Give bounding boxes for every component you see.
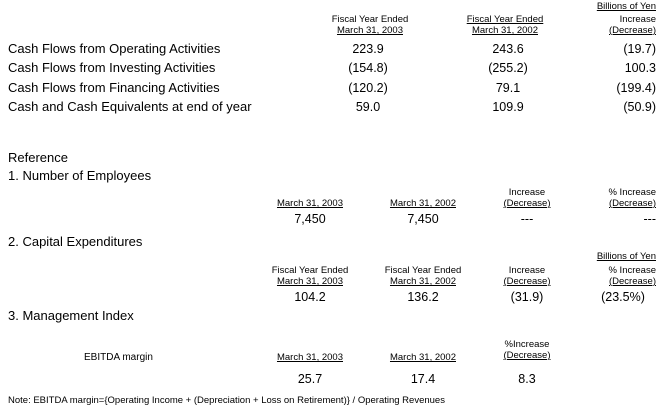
cf-header-change: Increase (Decrease) <box>609 14 656 36</box>
cf-row-value: 223.9 <box>352 42 384 56</box>
capex-header-change: Increase (Decrease) <box>503 265 551 287</box>
capex-header-fy2003: Fiscal Year Ended March 31, 2003 <box>271 265 349 287</box>
capex-value: (23.5%) <box>601 290 645 304</box>
mgmt-value: 17.4 <box>410 372 436 386</box>
cf-row-value: (154.8) <box>348 61 388 75</box>
cf-row-label: Cash Flows from Financing Activities <box>8 80 220 95</box>
emp-value: --- <box>520 212 534 226</box>
emp-value: 7,450 <box>407 212 439 226</box>
mgmt-value: 8.3 <box>518 372 536 386</box>
ebitda-margin-label: EBITDA margin <box>84 352 153 363</box>
capex-value: 104.2 <box>294 290 326 304</box>
mgmt-header-change: %Increase (Decrease) <box>503 339 551 361</box>
cf-row-value: (120.2) <box>348 81 388 95</box>
cf-row-value: 100.3 <box>624 61 656 75</box>
cf-header-fy2002: Fiscal Year Ended March 31, 2002 <box>466 14 544 36</box>
cf-row-value: 79.1 <box>495 81 521 95</box>
cf-row-value: 243.6 <box>492 42 524 56</box>
cf-row-label: Cash Flows from Operating Activities <box>8 41 221 56</box>
cf-row-value: (50.9) <box>623 100 656 114</box>
reference-title: Reference <box>8 150 68 165</box>
capex-units-label: Billions of Yen <box>596 251 656 262</box>
cf-row-value: (19.7) <box>623 42 656 56</box>
footnote: Note: EBITDA margin={Operating Income + … <box>8 395 445 406</box>
capex-header-pct: % Increase (Decrease) <box>608 265 656 287</box>
mgmt-value: 25.7 <box>297 372 323 386</box>
emp-header-2003: March 31, 2003 <box>276 198 343 209</box>
capex-header-fy2002: Fiscal Year Ended March 31, 2002 <box>384 265 462 287</box>
cf-row-value: (255.2) <box>488 61 528 75</box>
emp-value: --- <box>643 212 657 226</box>
emp-header-pct: % Increase (Decrease) <box>608 187 656 209</box>
mgmt-header-2002: March 31, 2002 <box>389 352 456 363</box>
cf-row-label: Cash and Cash Equivalents at end of year <box>8 99 252 114</box>
management-title: 3. Management Index <box>8 308 134 323</box>
cf-row-value: 109.9 <box>492 100 524 114</box>
mgmt-header-2003: March 31, 2003 <box>276 352 343 363</box>
cf-header-fy2003: Fiscal Year Ended March 31, 2003 <box>331 14 409 36</box>
units-label: Billions of Yen <box>596 1 656 12</box>
emp-header-2002: March 31, 2002 <box>389 198 456 209</box>
cf-row-label: Cash Flows from Investing Activities <box>8 60 216 75</box>
emp-header-change: Increase (Decrease) <box>503 187 551 209</box>
capex-title: 2. Capital Expenditures <box>8 234 143 249</box>
emp-value: 7,450 <box>294 212 326 226</box>
employees-title: 1. Number of Employees <box>8 168 152 183</box>
capex-value: 136.2 <box>407 290 439 304</box>
capex-value: (31.9) <box>510 290 544 304</box>
cf-row-value: 59.0 <box>355 100 381 114</box>
cf-row-value: (199.4) <box>616 81 656 95</box>
